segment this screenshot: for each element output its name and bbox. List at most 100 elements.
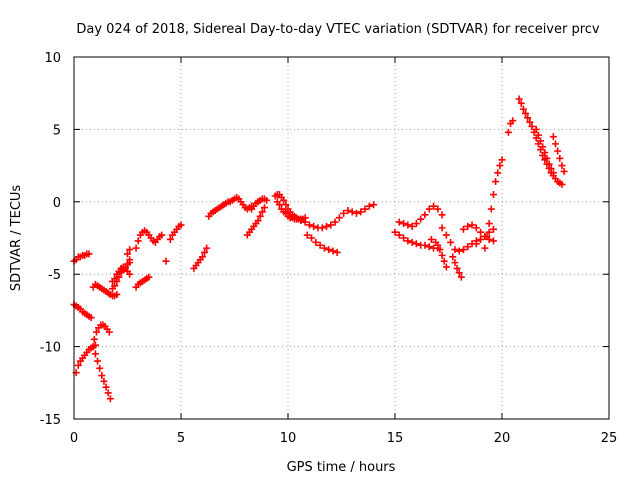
data-point <box>489 225 497 233</box>
data-point <box>280 196 288 204</box>
data-point <box>331 218 339 226</box>
data-point <box>451 246 459 254</box>
data-point <box>425 243 433 251</box>
data-point <box>472 240 480 248</box>
data-point <box>560 167 568 175</box>
data-point <box>485 220 493 228</box>
data-point <box>556 154 564 162</box>
data-point <box>485 228 493 236</box>
data-point <box>352 209 360 217</box>
data-point <box>320 244 328 252</box>
x-axis-ticks: 0 5 10 15 20 25 <box>70 57 617 446</box>
data-point <box>263 196 271 204</box>
grid-lines <box>74 57 609 419</box>
x-axis-label: GPS time / hours <box>287 460 396 475</box>
y-axis-label: SDTVAR / TECUs <box>9 185 24 292</box>
data-point <box>455 269 463 277</box>
data-point <box>92 328 100 336</box>
data-point <box>260 204 268 212</box>
data-point <box>558 180 566 188</box>
data-point <box>459 225 467 233</box>
data-point <box>455 247 463 255</box>
plot-frame <box>73 56 610 420</box>
data-point <box>425 205 433 213</box>
data-point <box>554 147 562 155</box>
data-point <box>522 109 530 117</box>
data-point <box>111 282 119 290</box>
data-point <box>412 240 420 248</box>
data-point <box>162 257 170 265</box>
data-point <box>421 241 429 249</box>
data-point <box>447 238 455 246</box>
y-tick-label: -10 <box>40 341 61 356</box>
data-point <box>430 202 438 210</box>
data-point <box>327 221 335 229</box>
data-point <box>468 221 476 229</box>
data-point <box>323 222 331 230</box>
data-point <box>111 275 119 283</box>
data-point <box>87 314 95 322</box>
data-point <box>132 244 140 252</box>
data-point <box>400 234 408 242</box>
data-point <box>126 270 134 278</box>
data-point <box>177 221 185 229</box>
data-point <box>89 343 97 351</box>
data-point <box>496 162 504 170</box>
y-tick-label: -15 <box>40 413 61 428</box>
data-point <box>457 273 465 281</box>
data-point <box>504 128 512 136</box>
data-point <box>408 238 416 246</box>
y-tick-label: 0 <box>53 196 61 211</box>
data-point <box>85 250 93 258</box>
data-point <box>532 125 540 133</box>
data-point <box>312 238 320 246</box>
data-point <box>254 217 262 225</box>
data-point <box>303 231 311 239</box>
data-point <box>258 208 266 216</box>
data-point <box>329 247 337 255</box>
data-point <box>558 162 566 170</box>
data-point <box>96 364 104 372</box>
data-point <box>519 105 527 113</box>
data-point <box>395 218 403 226</box>
data-point <box>256 212 264 220</box>
data-point <box>464 222 472 230</box>
data-point <box>545 160 553 168</box>
data-point <box>126 246 134 254</box>
data-point <box>549 169 557 177</box>
data-point <box>524 114 532 122</box>
data-point <box>453 264 461 272</box>
x-tick-label: 20 <box>494 431 511 446</box>
data-point <box>340 209 348 217</box>
data-point <box>434 205 442 213</box>
data-point <box>541 149 549 157</box>
y-tick-label: 5 <box>53 123 61 138</box>
data-point <box>104 389 112 397</box>
data-point <box>517 99 525 107</box>
data-point <box>365 202 373 210</box>
data-point <box>404 221 412 229</box>
data-point <box>308 234 316 242</box>
x-tick-label: 15 <box>387 431 404 446</box>
data-point <box>105 328 113 336</box>
data-point <box>451 259 459 267</box>
data-point <box>408 222 416 230</box>
data-point <box>539 143 547 151</box>
data-point <box>404 237 412 245</box>
data-point <box>145 273 153 281</box>
data-point <box>494 169 502 177</box>
y-tick-label: 10 <box>44 51 61 66</box>
data-point <box>370 201 378 209</box>
x-tick-label: 5 <box>177 431 185 446</box>
data-point <box>528 123 536 131</box>
data-point <box>90 335 98 343</box>
data-point <box>310 222 318 230</box>
data-points <box>70 95 568 403</box>
data-point <box>438 211 446 219</box>
data-point <box>464 243 472 251</box>
data-point <box>297 215 305 223</box>
data-point <box>395 231 403 239</box>
data-point <box>100 377 108 385</box>
y-tick-label: -5 <box>48 268 61 283</box>
